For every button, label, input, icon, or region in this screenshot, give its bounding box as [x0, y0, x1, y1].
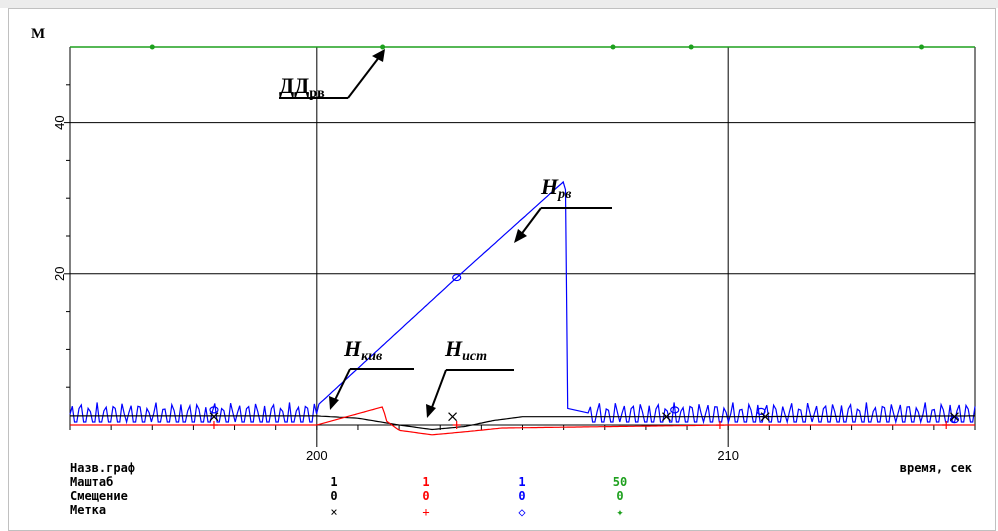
legend-marker-symbol: ✦	[616, 505, 623, 519]
legend-marker-symbol: +	[422, 505, 429, 519]
annotation-dd-rv: ДДрв	[279, 73, 325, 101]
h-rv-arrow	[519, 207, 542, 237]
red-marker	[942, 421, 951, 429]
y-axis-label: M	[31, 26, 45, 42]
annotation-h-ist: Hист	[444, 336, 487, 364]
y-tick-label: 20	[52, 267, 67, 281]
grid	[70, 47, 975, 447]
red-marker	[452, 421, 461, 429]
legend-offset-value: 0	[518, 489, 525, 503]
x-tick-label: 210	[717, 448, 739, 463]
legend-scale-value: 50	[613, 475, 627, 489]
dd-rv-arrowhead	[372, 49, 385, 62]
black-marker	[760, 412, 770, 422]
green-marker	[919, 44, 925, 50]
annotation-h-kiv-sub: кив	[361, 349, 383, 364]
legend-marker-symbol: ×	[330, 505, 337, 519]
annotation-h-kiv: Hкив	[343, 336, 383, 364]
series-line-1	[69, 180, 976, 425]
legend-row-label: Метка	[70, 503, 106, 517]
annotation-h-rv-sub: рв	[557, 187, 572, 202]
annotation-h-rv: Hрв	[540, 174, 572, 202]
blue-marker	[756, 407, 766, 415]
legend-scale-value: 1	[518, 475, 525, 489]
legend-row-label: Маштаб	[70, 475, 113, 489]
legend-offset-value: 0	[422, 489, 429, 503]
h-ist-arrow	[430, 369, 447, 411]
annotation-h-ist-sub: ист	[462, 349, 487, 364]
annotations-layer: ДДрв Hрв Hкив Hист	[279, 49, 612, 418]
legend-time-label: время, сек	[900, 461, 973, 475]
black-marker	[950, 412, 959, 422]
h-ist-arrowhead	[426, 404, 436, 418]
red-marker	[209, 421, 218, 429]
legend-row-label: Назв.граф	[70, 461, 135, 475]
series-line-3	[70, 406, 975, 436]
blue-marker	[452, 273, 462, 282]
red-marker	[715, 421, 724, 429]
chart-panel	[8, 8, 996, 531]
x-tick-label: 200	[306, 448, 328, 463]
legend-marker-symbol: ◇	[518, 505, 526, 519]
h-kiv-arrowhead	[329, 396, 339, 410]
h-rv-arrowhead	[514, 229, 527, 243]
black-marker	[209, 412, 219, 422]
top-strip	[0, 0, 998, 8]
legend-scale-value: 1	[330, 475, 337, 489]
black-marker	[662, 412, 671, 422]
blue-marker	[209, 406, 219, 414]
axes: 20 40 200 210 M	[31, 26, 976, 463]
blue-marker	[670, 406, 680, 414]
dd-rv-arrow	[347, 55, 381, 99]
legend-offset-value: 0	[330, 489, 337, 503]
series-layer	[69, 46, 976, 436]
series-line-2	[70, 415, 975, 431]
h-kiv-arrow	[333, 368, 351, 403]
green-marker	[688, 44, 694, 50]
legend-row-label: Смещение	[70, 489, 128, 503]
black-marker	[448, 412, 457, 422]
green-marker	[149, 44, 155, 50]
y-tick-label: 40	[52, 115, 67, 129]
green-marker	[380, 44, 386, 50]
green-marker	[610, 44, 616, 50]
legend-scale-value: 1	[422, 475, 429, 489]
markers-layer	[149, 44, 960, 429]
legend-offset-value: 0	[616, 489, 623, 503]
